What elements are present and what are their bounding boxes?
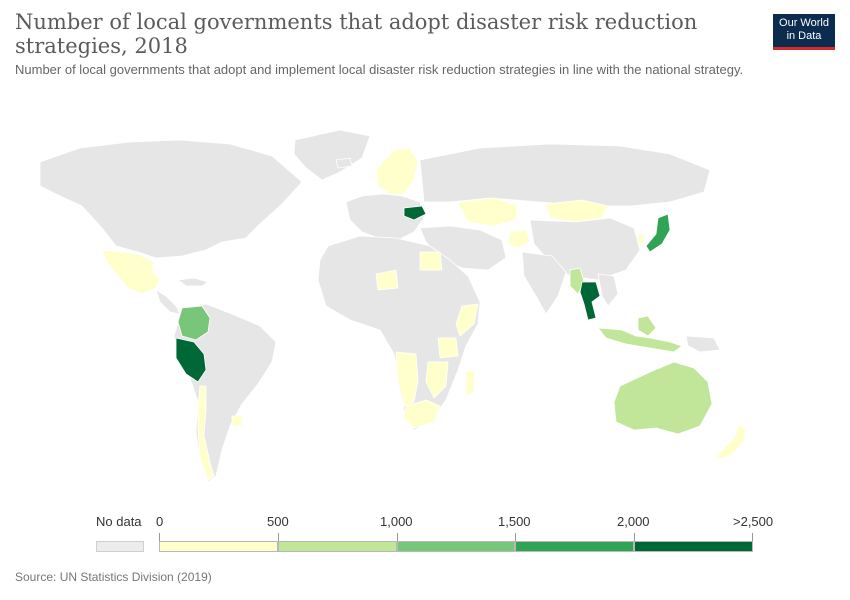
- indochina[interactable]: [597, 273, 619, 307]
- logo-line-2: in Data: [786, 30, 822, 42]
- legend-bin-1500-2000[interactable]: [515, 541, 634, 552]
- mexico[interactable]: [101, 249, 161, 295]
- papua[interactable]: [685, 335, 721, 353]
- korea[interactable]: [637, 233, 645, 245]
- legend-tick: [278, 533, 279, 541]
- legend-bin-500-1000[interactable]: [278, 541, 397, 552]
- peru[interactable]: [175, 337, 207, 383]
- niger[interactable]: [375, 269, 399, 291]
- russia[interactable]: [419, 143, 711, 207]
- legend-tick: [397, 533, 398, 541]
- chile[interactable]: [197, 385, 215, 481]
- legend-tick-label: 2,000: [617, 514, 650, 529]
- uruguay[interactable]: [231, 415, 243, 427]
- legend-tick-label: 0: [156, 514, 164, 529]
- mozambique[interactable]: [425, 361, 449, 399]
- thailand[interactable]: [579, 281, 601, 321]
- caribbean[interactable]: [177, 277, 209, 287]
- south-africa[interactable]: [403, 399, 441, 429]
- india[interactable]: [521, 251, 567, 315]
- legend-no-data-swatch[interactable]: [96, 541, 144, 552]
- legend-tick-label: >2,500: [733, 514, 774, 529]
- afghanistan[interactable]: [507, 229, 531, 249]
- legend-bin-1000-1500[interactable]: [397, 541, 515, 552]
- legend-tick: [515, 533, 516, 541]
- chart-title: Number of local governments that adopt d…: [15, 10, 698, 58]
- angola-namibia[interactable]: [395, 351, 419, 407]
- japan[interactable]: [645, 213, 671, 253]
- philippines[interactable]: [637, 315, 657, 337]
- legend-bin-2000-2500[interactable]: [634, 541, 753, 552]
- logo-line-1: Our World: [779, 17, 829, 29]
- legend-no-data-label: No data: [96, 514, 142, 529]
- iceland[interactable]: [335, 157, 353, 169]
- legend-bin-0-500[interactable]: [159, 541, 278, 552]
- new-zealand[interactable]: [713, 425, 747, 461]
- north-america[interactable]: [39, 139, 303, 259]
- somalia[interactable]: [455, 303, 479, 337]
- australia[interactable]: [613, 361, 713, 435]
- tanzania[interactable]: [437, 337, 459, 359]
- kazakhstan[interactable]: [457, 197, 519, 227]
- indonesia[interactable]: [597, 327, 683, 353]
- africa[interactable]: [317, 235, 481, 431]
- colombia[interactable]: [177, 305, 211, 341]
- egypt[interactable]: [419, 251, 443, 271]
- legend-tick: [159, 533, 160, 541]
- chart-subtitle: Number of local governments that adopt a…: [15, 62, 744, 77]
- legend-tick: [634, 533, 635, 541]
- romania[interactable]: [403, 205, 427, 221]
- owid-logo[interactable]: Our World in Data: [773, 14, 835, 50]
- madagascar[interactable]: [465, 369, 475, 397]
- europe[interactable]: [345, 193, 425, 241]
- legend: No data 0 500 1,000 1,500 2,000 >2,500: [0, 508, 850, 558]
- world-map: [39, 129, 747, 483]
- mongolia[interactable]: [545, 199, 609, 223]
- legend-tick-label: 500: [267, 514, 289, 529]
- legend-tick-label: 1,000: [380, 514, 413, 529]
- scandinavia[interactable]: [375, 147, 419, 195]
- legend-tick-label: 1,500: [498, 514, 531, 529]
- central-america[interactable]: [155, 289, 181, 315]
- source-note: Source: UN Statistics Division (2019): [15, 570, 212, 584]
- legend-tick: [752, 533, 753, 541]
- greenland[interactable]: [293, 129, 371, 181]
